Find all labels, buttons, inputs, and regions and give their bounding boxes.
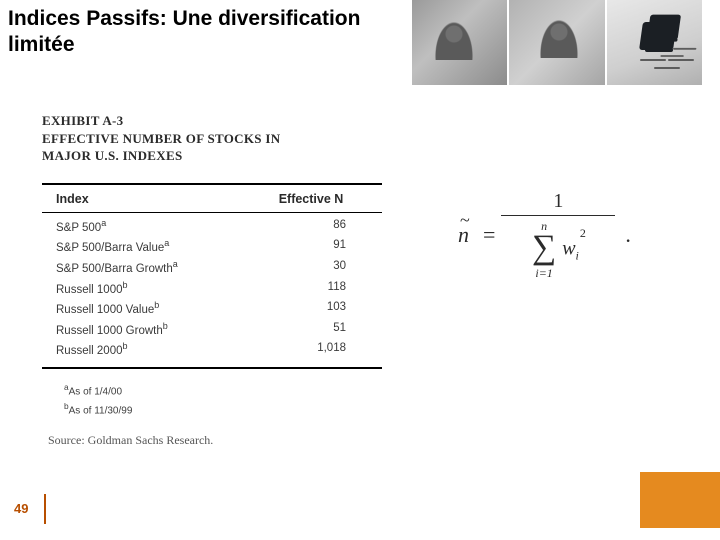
- effective-n-table: Index Effective N S&P 500a86 S&P 500/Bar…: [42, 183, 382, 369]
- cell-index: Russell 1000 Growth: [56, 325, 163, 337]
- table-header-row: Index Effective N: [42, 185, 382, 213]
- header-image-1: [412, 0, 507, 85]
- footnote-marker: b: [163, 321, 168, 331]
- footnote-marker: b: [154, 300, 159, 310]
- formula-lhs-n-tilde: n: [458, 222, 469, 248]
- column-header-effective-n: Effective N: [240, 185, 382, 212]
- brand-corner-block-icon: [640, 472, 720, 528]
- cell-effective-n: 1,018: [240, 340, 382, 361]
- formula-denominator: n ∑ i=1 wi2: [532, 216, 585, 279]
- header-image-strip: [412, 0, 702, 85]
- exhibit-heading-line: MAJOR U.S. INDEXES: [42, 147, 407, 165]
- page-title: Indices Passifs: Une diversification lim…: [8, 6, 408, 59]
- cell-effective-n: 86: [240, 217, 382, 238]
- footnote-marker: a: [173, 259, 178, 269]
- table-footnotes: aAs of 1/4/00 bAs of 11/30/99: [42, 381, 407, 419]
- table-row: Russell 1000b 118: [42, 279, 382, 300]
- cell-effective-n: 118: [240, 279, 382, 300]
- exhibit-heading-line: EFFECTIVE NUMBER OF STOCKS IN: [42, 130, 407, 148]
- cell-index: Russell 1000: [56, 283, 122, 295]
- table-row: Russell 2000b 1,018: [42, 340, 382, 361]
- page-number-divider-icon: [44, 494, 46, 524]
- table-row: S&P 500/Barra Growtha 30: [42, 258, 382, 279]
- footnote-marker: b: [122, 341, 127, 351]
- slide-container: Indices Passifs: Une diversification lim…: [0, 0, 720, 540]
- table-row: S&P 500a 86: [42, 217, 382, 238]
- summand-w-i-squared: wi2: [562, 236, 585, 264]
- footnote-marker: a: [164, 238, 169, 248]
- chair-icon: [635, 22, 681, 74]
- person-silhouette-icon: [434, 20, 474, 60]
- effective-n-formula: n = 1 n ∑ i=1 wi2 .: [458, 190, 631, 279]
- page-number: 49: [14, 501, 28, 516]
- cell-index: S&P 500/Barra Growth: [56, 263, 173, 275]
- footnote-b: bAs of 11/30/99: [64, 400, 407, 419]
- table-row: Russell 1000 Growthb 51: [42, 320, 382, 341]
- cell-index: S&P 500/Barra Value: [56, 242, 164, 254]
- person-silhouette-icon: [539, 18, 579, 58]
- sum-lower-bound: i=1: [535, 267, 552, 279]
- cell-effective-n: 30: [240, 258, 382, 279]
- column-header-index: Index: [42, 185, 240, 212]
- cell-index: S&P 500: [56, 221, 101, 233]
- exhibit-heading: EXHIBIT A-3 EFFECTIVE NUMBER OF STOCKS I…: [42, 112, 407, 165]
- footnote-marker: a: [101, 218, 106, 228]
- header-image-2: [509, 0, 604, 85]
- table-row: Russell 1000 Valueb 103: [42, 299, 382, 320]
- equals-sign-icon: =: [483, 222, 495, 248]
- formula-numerator: 1: [501, 190, 615, 215]
- formula-fraction: 1 n ∑ i=1 wi2: [501, 190, 615, 279]
- footnote-a: aAs of 1/4/00: [64, 381, 407, 400]
- source-citation: Source: Goldman Sachs Research.: [42, 433, 407, 448]
- footnote-marker: b: [122, 280, 127, 290]
- table-row: S&P 500/Barra Valuea 91: [42, 237, 382, 258]
- header-image-3: [607, 0, 702, 85]
- table-body: S&P 500a86 S&P 500/Barra Valuea91 S&P 50…: [42, 213, 382, 367]
- cell-index: Russell 1000 Value: [56, 304, 154, 316]
- exhibit-block: EXHIBIT A-3 EFFECTIVE NUMBER OF STOCKS I…: [42, 112, 407, 448]
- cell-effective-n: 103: [240, 299, 382, 320]
- cell-effective-n: 91: [240, 237, 382, 258]
- cell-effective-n: 51: [240, 320, 382, 341]
- cell-index: Russell 2000: [56, 345, 122, 357]
- formula-period: .: [625, 222, 631, 248]
- exhibit-label: EXHIBIT A-3: [42, 112, 407, 130]
- summation-icon: n ∑ i=1: [532, 220, 556, 279]
